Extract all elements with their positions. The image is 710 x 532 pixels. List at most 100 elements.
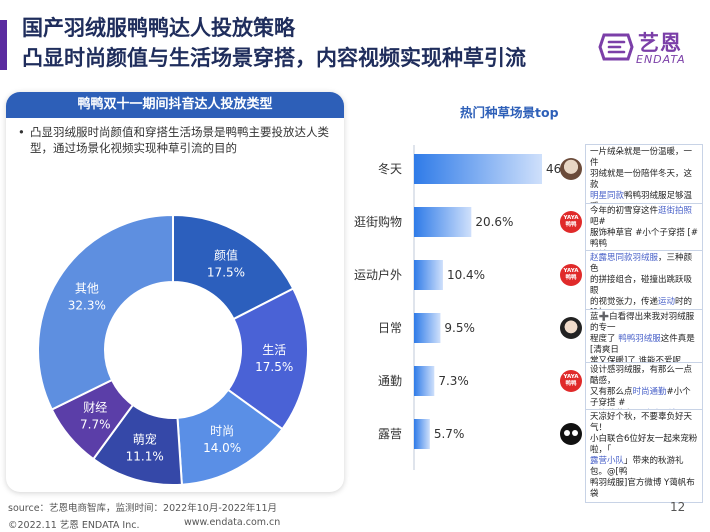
highlight-text: 明星同款 [590,191,625,201]
category-label: 运动户外 [354,267,402,282]
highlight-text: 鸭鸭羽绒服 [618,334,661,344]
scene-chart-title: 热门种草场景top [460,105,559,120]
comment-text: 天凉好个秋，不要辜负好天气！ [590,412,693,433]
slice-label: 颜值 [214,247,238,262]
comment-line: 又有那么点时尚通勤#小个子穿搭 # [590,387,698,409]
yaya-badge-text: YAYA [563,374,579,380]
bullet-dot: • [18,125,25,139]
donut-chart: 颜值 17.5% 生活 17.5% 时尚 14.0% 萌宠 11.1% 财经 7.7% 其他 32.3… [37,213,309,486]
donut-slice [172,213,295,321]
value-label: 7.3% [438,374,469,388]
comment-text: 一片绒朵就是一份温暖，一件 [590,147,693,168]
endata-logo-icon [598,33,634,61]
endata-logo: 艺恩 ENDATA [598,27,698,71]
yaya-brand-icon: YAYA 鸭鸭 [560,264,582,286]
page-title: 国产羽绒服鸭鸭达人投放策略 [22,16,295,40]
title-accent-bar [0,20,7,70]
value-label: 10.4% [447,268,485,282]
category-label: 日常 [378,321,402,335]
page-number: 12 [670,500,686,514]
donut-slice [37,213,174,411]
comment-text: 服饰种草官 #小个子穿搭 [#鸭鸭 [590,228,698,249]
comment-text: 」带来的秋游礼包。@[鸭 [590,456,684,477]
comment-text: 这件真是[清爽日 [590,334,695,355]
bar [414,260,443,290]
slice-value: 32.3% [68,298,106,312]
slice-label: 萌宠 [133,431,157,446]
avatar-person-icon [560,317,582,339]
highlight-text: 时尚通勤 [632,387,667,397]
yaya-badge-text: 鸭鸭 [565,381,577,387]
slice-label: 其他 [75,281,99,295]
comment-text: 常又保暖]了 谁能不爱呢 [590,356,682,366]
comment-line: 常又保暖]了 谁能不爱呢 [590,356,698,367]
category-label: 冬天 [378,161,402,176]
source-note: source：艺恩电商智库，监测时间：2022年10月-2022年11月 [8,503,278,514]
comment-line: 天凉好个秋，不要辜负好天气！ [590,412,698,434]
comment-text: 羽绒就是一份陪伴冬天，这款 [590,169,693,190]
comment-text: 鸭羽绒服]官方微博 Y蔼帆布袋 [590,478,695,499]
website-url: www.endata.com.cn [184,517,281,528]
slice-value: 7.7% [80,417,111,431]
comment-card: 天凉好个秋，不要辜负好天气！ 小白联合6位好友一起来宠粉啦，「 露营小队」带来的秋游… [585,409,703,503]
comment-card: 蓝➕白看得出来我对羽绒服的专一 程度了 鸭鸭羽绒服这件真是[清爽日 常又保暖]了 谁… [585,309,703,370]
comment-text: #小个子穿搭 # [590,387,691,408]
comment-line: 赵露思同款羽绒服，三种颜色 [590,253,698,275]
yaya-badge-text: YAYA [563,268,579,274]
comment-line: 小白联合6位好友一起来宠粉啦，「 [590,434,698,456]
yaya-badge-text: 鸭鸭 [565,275,577,281]
slice-label: 财经 [83,400,107,414]
value-label: 20.6% [475,215,513,229]
highlight-text: 赵露思同款羽绒服 [590,253,659,263]
comment-text: 的视觉张力，传递 [590,297,659,307]
value-label: 9.5% [444,321,475,335]
bar [414,313,441,343]
comment-line: 设计感羽绒服，有那么一点酷感， [590,365,698,387]
comment-line: 蓝➕白看得出来我对羽绒服的专一 [590,312,698,334]
slice-value: 14.0% [203,441,241,455]
donut-slice [226,287,309,431]
comment-text: 小白联合6位好友一起来宠粉啦，「 [590,434,698,455]
comment-text: 今年的初雪穿这件 [590,206,659,216]
page-subtitle: 凸显时尚颜值与生活场景穿搭，内容视频实现种草引流 [22,46,526,70]
comment-line: 一片绒朵就是一份温暖，一件 [590,147,698,169]
highlight-text: 露营小队 [590,456,625,466]
logo-text-en: ENDATA [636,53,686,66]
bar [414,419,430,449]
dealer-type-panel: 鸭鸭双十一期间抖音达人投放类型 • 凸显羽绒服时尚颜值和穿搭生活场景是鸭鸭主要投… [6,92,344,492]
comment-line: 的拼接组合，碰撞出跳跃吸眼 [590,275,698,297]
logo-text-cn: 艺恩 [638,31,682,55]
comment-line: 鸭羽绒服]官方微博 Y蔼帆布袋 [590,478,698,500]
avatar-person-icon [560,158,582,180]
comment-line: 羽绒就是一份陪伴冬天，这款 [590,169,698,191]
comment-text: 的拼接组合，碰撞出跳跃吸眼 [590,275,693,296]
value-label: 5.7% [434,427,465,441]
slice-label: 生活 [262,343,286,357]
comment-line: 服饰种草官 #小个子穿搭 [#鸭鸭 [590,228,698,250]
slice-label: 时尚 [210,424,234,438]
comment-text: 设计感羽绒服，有那么一点酷感， [590,365,693,386]
bar [414,154,542,184]
copyright-note: ©2022.11 艺恩 ENDATA Inc. [8,520,140,531]
highlight-text: 逛街拍照 [658,206,693,216]
panel-description: • 凸显羽绒服时尚颜值和穿搭生活场景是鸭鸭主要投放达人类型，通过场景化视频实现种… [18,124,336,156]
yaya-badge-text: YAYA [563,215,579,221]
slice-value: 17.5% [255,360,293,374]
comment-line: 程度了 鸭鸭羽绒服这件真是[清爽日 [590,334,698,356]
comment-line: 露营小队」带来的秋游礼包。@[鸭 [590,456,698,478]
comment-text: 吧# [590,217,606,227]
comment-text: 又有那么点 [590,387,633,397]
bar [414,366,435,396]
bar [414,207,472,237]
slice-value: 17.5% [207,265,245,279]
panel-heading: 鸭鸭双十一期间抖音达人投放类型 [6,92,344,118]
avatar-cartoon-icon [560,423,582,445]
highlight-text: 运动 [658,297,676,307]
yaya-brand-icon: YAYA 鸭鸭 [560,211,582,233]
yaya-brand-icon: YAYA 鸭鸭 [560,370,582,392]
category-label: 通勤 [378,374,402,388]
yaya-badge-text: 鸭鸭 [565,222,577,228]
comment-text: ，三种颜色 [590,253,693,274]
category-label: 露营 [378,427,402,441]
comment-text: 蓝➕白看得出来我对羽绒服的专一 [590,312,695,333]
